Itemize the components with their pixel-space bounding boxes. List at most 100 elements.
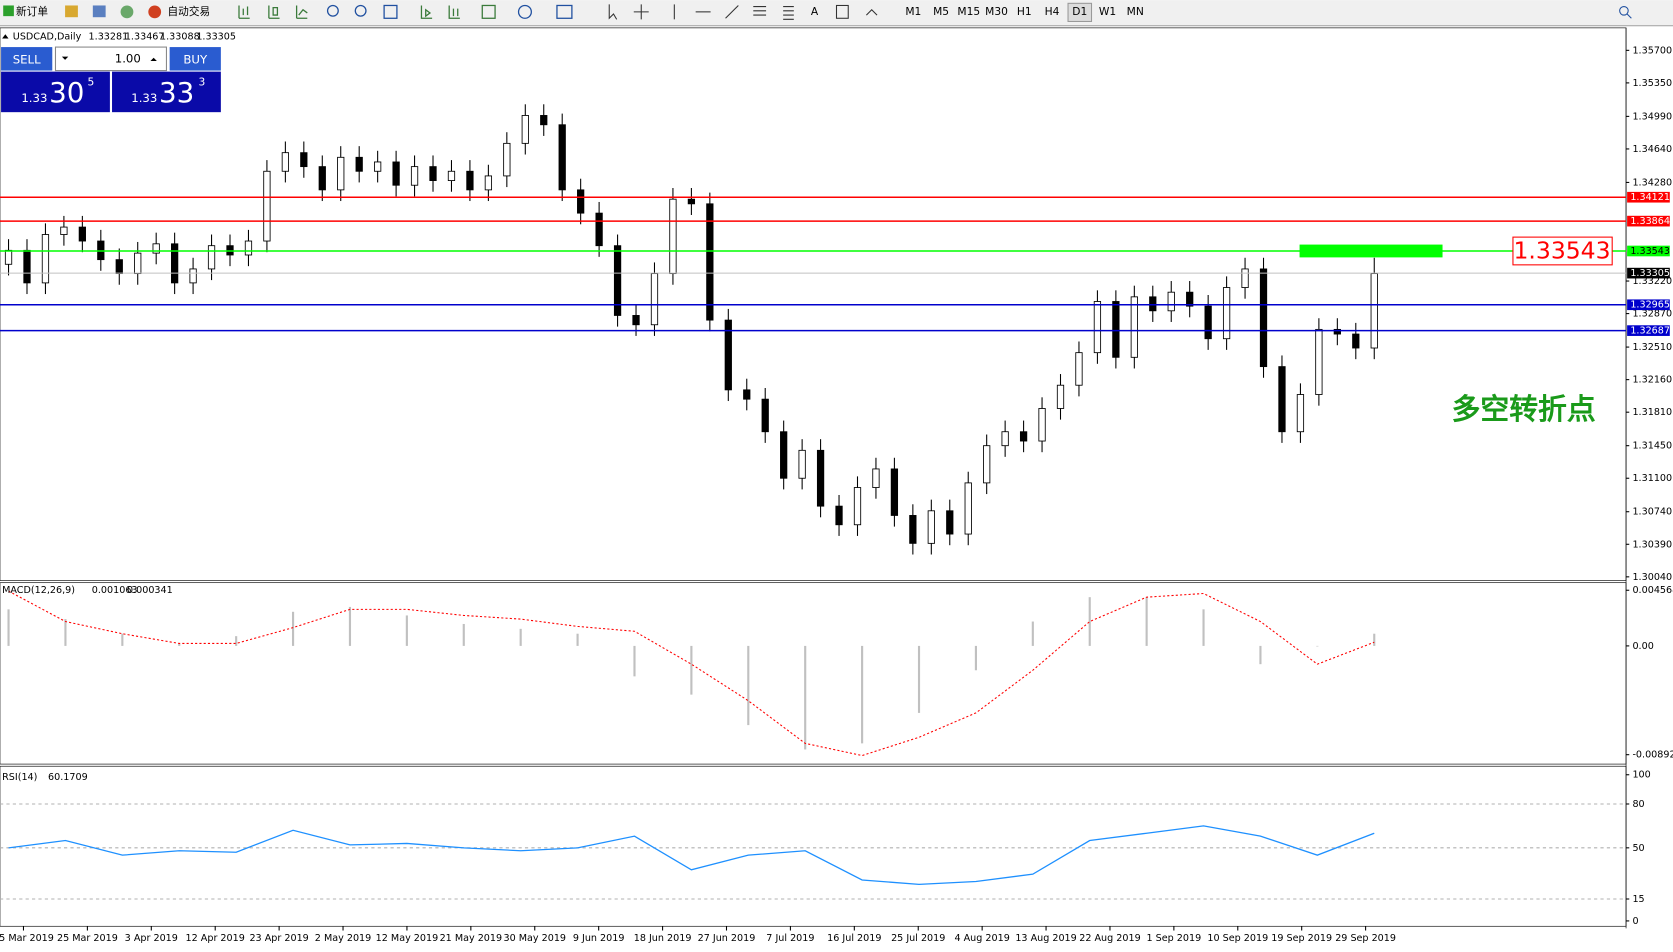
candle-body <box>650 273 659 326</box>
x-tick-label: 2 May 2019 <box>315 933 371 944</box>
macd-bar <box>462 623 465 646</box>
header-low: 1.33088 <box>160 31 200 42</box>
x-tick-label: 16 Jul 2019 <box>827 933 881 944</box>
candle-body <box>374 161 382 172</box>
candle-body <box>1352 333 1360 349</box>
candle-body <box>743 389 751 400</box>
lots-field[interactable] <box>54 46 167 72</box>
timeframe-button[interactable]: M1 <box>905 5 921 18</box>
y-tick-label: 1.34990 <box>1632 111 1672 122</box>
icon <box>148 5 162 19</box>
timeframe-button[interactable]: H1 <box>1017 5 1032 18</box>
templates-icon[interactable] <box>556 4 573 19</box>
cursor-icon[interactable] <box>608 4 618 20</box>
macd-bar <box>64 619 67 646</box>
periods-icon[interactable] <box>517 4 532 19</box>
zoom-out-icon[interactable] <box>354 4 367 17</box>
candle-body <box>540 115 548 126</box>
current-price-label: 1.33305 <box>1630 268 1670 279</box>
macd-bar <box>1145 597 1148 646</box>
candle-icon[interactable] <box>268 5 280 19</box>
lots-up[interactable] <box>150 57 157 61</box>
button-label: 新订单 <box>16 5 48 18</box>
macd-panel <box>0 582 1627 765</box>
timeframe-button[interactable]: M5 <box>933 5 949 18</box>
buy-button[interactable] <box>169 47 221 71</box>
trendline-icon[interactable] <box>725 5 739 19</box>
bid-prefix: 1.33 <box>21 91 47 105</box>
candle-body <box>1001 431 1009 447</box>
candle-body <box>577 189 585 214</box>
active-timeframe <box>1067 2 1093 23</box>
lots-down[interactable] <box>61 56 69 60</box>
y-tick-label: 0 <box>1632 916 1638 927</box>
timeframe-button[interactable]: M30 <box>985 5 1008 18</box>
ask-box[interactable] <box>112 71 221 113</box>
x-tick-label: 9 Jun 2019 <box>573 933 625 944</box>
crosshair-icon[interactable] <box>633 4 649 20</box>
bid-box[interactable] <box>1 71 110 113</box>
search-icon[interactable] <box>1619 6 1629 16</box>
timeframe-button[interactable]: D1 <box>1072 5 1087 18</box>
arrows-icon[interactable] <box>865 8 878 16</box>
collapse-arrow[interactable] <box>2 34 9 39</box>
x-tick-label: 29 Sep 2019 <box>1335 933 1396 944</box>
x-tick-label: 18 Jun 2019 <box>634 933 692 944</box>
zoom-in-icon[interactable] <box>326 4 339 17</box>
y-tick-label: 1.34640 <box>1632 144 1672 155</box>
candle-body <box>890 468 899 516</box>
icon[interactable] <box>65 5 78 18</box>
timeframe-button[interactable]: M15 <box>957 5 980 18</box>
candle-body <box>429 166 437 181</box>
macd-bar <box>519 628 522 646</box>
macd-bar <box>348 606 352 646</box>
level-box <box>1627 299 1670 311</box>
text-icon[interactable]: A <box>811 5 819 18</box>
macd-bar <box>235 636 238 646</box>
icon[interactable] <box>120 5 134 19</box>
x-tick-label: 25 Mar 2019 <box>57 933 118 944</box>
sell-button[interactable] <box>1 47 53 71</box>
timeframe-button[interactable]: W1 <box>1099 5 1116 18</box>
candle-body <box>798 449 806 479</box>
macd-signal-value: 0.000341 <box>127 585 173 596</box>
indicators-icon[interactable] <box>481 4 496 19</box>
tile-icon[interactable] <box>383 4 398 19</box>
x-tick-label: 13 Aug 2019 <box>1015 933 1076 944</box>
x-tick-label: 1 Sep 2019 <box>1147 933 1202 944</box>
shift-icon[interactable] <box>448 5 460 19</box>
level-box <box>1627 325 1670 336</box>
rsi-value: 60.1709 <box>48 772 88 783</box>
timeframe-button[interactable]: H4 <box>1045 5 1060 18</box>
candle-body <box>244 240 253 256</box>
candle-body <box>632 315 640 326</box>
x-tick-label: 12 May 2019 <box>376 933 439 944</box>
candle-body <box>207 245 216 270</box>
auto-trading-button[interactable]: 自动交易 <box>148 5 210 19</box>
symbol: USDCAD,Daily <box>13 31 82 42</box>
y-tick-label: 0.004568 <box>1632 585 1673 596</box>
candle-body <box>318 166 326 191</box>
macd-bar <box>1373 633 1376 646</box>
fibo-icon[interactable] <box>783 6 794 20</box>
macd-bar <box>121 633 124 646</box>
bar-chart-icon[interactable] <box>238 5 250 19</box>
line-icon[interactable] <box>295 5 308 19</box>
level-label: 1.33543 <box>1630 246 1670 257</box>
macd-bar <box>974 645 977 671</box>
label-icon[interactable] <box>835 4 849 19</box>
candle-body <box>613 245 622 316</box>
icon[interactable] <box>92 5 106 18</box>
autoscroll-icon[interactable] <box>420 5 433 19</box>
candle-body <box>392 161 400 186</box>
candle-body <box>780 431 788 479</box>
timeframe-button[interactable]: MN <box>1127 5 1144 18</box>
channel-icon[interactable] <box>753 6 767 16</box>
lots-value: 1.00 <box>115 51 141 65</box>
x-tick-label: 12 Apr 2019 <box>186 933 245 944</box>
new-order-button[interactable]: 新订单 <box>3 5 48 18</box>
x-tick-label: 27 Jun 2019 <box>698 933 756 944</box>
candle-body <box>1075 352 1083 386</box>
candle-body <box>927 510 935 544</box>
rsi-label: RSI(14) <box>2 772 37 783</box>
